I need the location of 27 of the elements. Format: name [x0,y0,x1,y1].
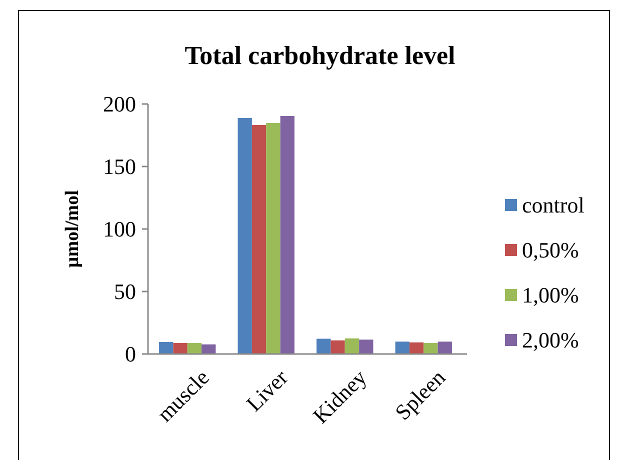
bar [359,340,374,354]
bar [409,342,424,354]
bar [280,116,294,354]
bar [424,343,438,354]
bar [316,338,331,354]
y-tick-label: 200 [103,92,136,117]
legend-label: 2,00% [522,328,579,353]
bar [330,340,345,354]
y-tick-label: 100 [103,216,136,242]
chart-title: Total carbohydrate level [184,41,456,70]
legend-label: 1,00% [522,282,579,308]
bar [173,343,188,354]
legend-label: control [522,192,584,218]
y-axis-title: µmol/mol [62,190,83,268]
y-tick-label: 0 [125,342,136,367]
legend-label: 0,50% [522,238,579,263]
y-tick-label: 150 [103,154,136,180]
bar [266,123,280,354]
bar [187,343,202,354]
bar [238,118,252,354]
bar [159,342,174,354]
bar [395,342,410,354]
y-tick-label: 50 [114,279,136,304]
bar [438,342,452,354]
bar [252,125,266,354]
bar [344,338,360,354]
bar [202,344,216,354]
